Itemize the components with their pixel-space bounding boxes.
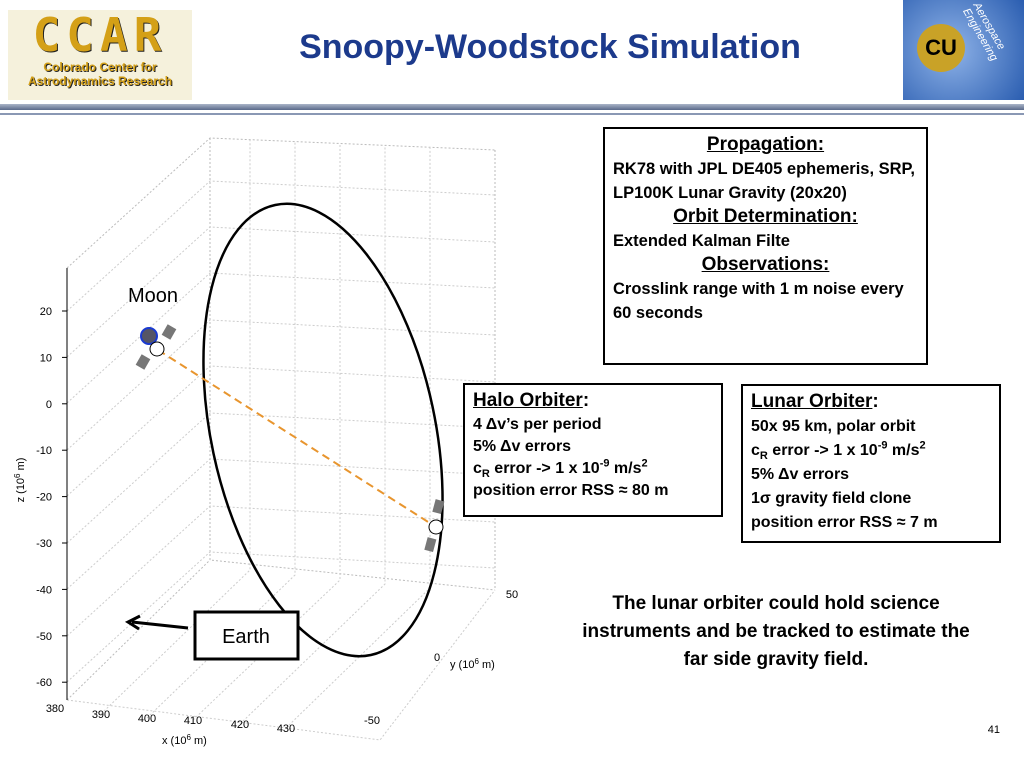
- t: 2: [641, 457, 648, 470]
- box-text: RK78 with JPL DE405 ephemeris, SRP, LP10…: [613, 160, 916, 202]
- logo-emblem: CU: [917, 24, 965, 72]
- satellite: [428, 519, 444, 535]
- slide-title: Snoopy-Woodstock Simulation: [299, 28, 801, 66]
- z-axis-label: z (106 m): [13, 458, 27, 503]
- box-text: 5% Δv errors: [751, 466, 850, 483]
- t: m/s: [887, 442, 920, 459]
- y-tick-label: 0: [434, 652, 440, 664]
- colon: :: [582, 390, 590, 411]
- solar-panel: [424, 537, 437, 553]
- moon-label: Moon: [128, 285, 178, 307]
- box-text: cR error -> 1 x 10-9 m/s2: [473, 458, 713, 480]
- heading-text: Halo Orbiter: [473, 390, 583, 411]
- earth-box: [193, 610, 300, 661]
- box-text: 5% Δv errors: [473, 438, 572, 455]
- logo-title: CCAR: [32, 8, 168, 62]
- box-text: position error RSS ≈ 7 m: [751, 514, 938, 531]
- x-axis-label: x (106 m): [162, 733, 207, 747]
- box-text: Crosslink range with 1 m noise every 60 …: [613, 280, 904, 322]
- z-tick-label: -40: [36, 584, 52, 596]
- x-tick-label: 400: [138, 713, 156, 725]
- t: 2: [919, 439, 926, 452]
- crosslink: [157, 349, 437, 528]
- solar-panel: [432, 499, 445, 515]
- y-axis-label: y (106 m): [450, 657, 495, 671]
- heading-text: Lunar Orbiter: [751, 391, 873, 412]
- moon: [140, 327, 158, 345]
- x-tick-label: 390: [92, 709, 110, 721]
- box-heading: Halo Orbiter:: [473, 389, 713, 414]
- solar-panel: [161, 324, 177, 340]
- box-heading: Observations:: [701, 254, 830, 275]
- box-text: 4 Δv’s per period: [473, 416, 602, 433]
- x-tick-label: 380: [46, 703, 64, 715]
- y-tick-label: -50: [364, 715, 380, 727]
- page-number: 41: [987, 724, 1000, 736]
- colon: :: [872, 391, 879, 412]
- arrow: [124, 614, 189, 631]
- satellite: [149, 341, 165, 357]
- box-heading: Propagation:: [706, 134, 825, 155]
- t: error -> 1 x 10: [767, 442, 878, 459]
- box-text: 1σ gravity field clone: [751, 490, 912, 507]
- z-tick-label: -60: [36, 677, 52, 689]
- x-tick-label: 410: [184, 715, 202, 727]
- logo-left: CCAR Colorado Center for Astrodynamics R…: [8, 10, 192, 100]
- orbit: [202, 202, 444, 658]
- halo-box: Halo Orbiter: 4 Δv’s per period 5% Δv er…: [463, 383, 723, 517]
- logo-text: Aerospace Engineering: [960, 0, 1008, 64]
- z-tick-label: 0: [46, 399, 52, 411]
- propagation-box: Propagation: RK78 with JPL DE405 ephemer…: [603, 127, 928, 365]
- t: -9: [599, 457, 610, 470]
- x-tick-label: 430: [277, 723, 295, 735]
- box-text: 50x 95 km, polar orbit: [751, 418, 916, 435]
- box-text: cR error -> 1 x 10-9 m/s2: [751, 439, 991, 463]
- z-tick-label: -20: [36, 492, 52, 504]
- z-tick-label: -50: [36, 631, 52, 643]
- t: c: [473, 460, 482, 477]
- t: R: [481, 468, 490, 481]
- plot: Moon Earth z (106 m) x (106 m) y (106 m)…: [5, 128, 538, 752]
- y-tick-label: 50: [506, 589, 518, 601]
- t: R: [759, 450, 768, 463]
- box-text: Extended Kalman Filte: [613, 232, 790, 250]
- grid: [66, 137, 496, 741]
- logo-line: Astrodynamics Research: [27, 74, 173, 88]
- solar-panel: [135, 354, 151, 370]
- t: c: [751, 442, 760, 459]
- earth-label: Earth: [222, 626, 270, 648]
- box-text: position error RSS ≈ 80 m: [473, 482, 669, 499]
- t: m/s: [609, 460, 642, 477]
- z-tick-label: 10: [40, 352, 52, 364]
- caption: The lunar orbiter could hold science ins…: [582, 593, 970, 670]
- logo-line: Colorado Center for: [43, 60, 157, 74]
- z-tick-label: 20: [40, 306, 52, 318]
- z-tick-label: -30: [36, 538, 52, 550]
- z-tick-label: -10: [36, 445, 52, 457]
- header-rule: [0, 104, 1024, 110]
- t: -9: [877, 439, 888, 452]
- lunar-box: Lunar Orbiter: 50x 95 km, polar orbit cR…: [741, 384, 1001, 543]
- box-heading: Orbit Determination:: [673, 206, 858, 227]
- logo-right: CU Aerospace Engineering: [903, 0, 1024, 100]
- t: error -> 1 x 10: [489, 460, 600, 477]
- box-heading: Lunar Orbiter:: [751, 390, 991, 415]
- x-tick-label: 420: [231, 719, 249, 731]
- header-rule-thin: [0, 113, 1024, 115]
